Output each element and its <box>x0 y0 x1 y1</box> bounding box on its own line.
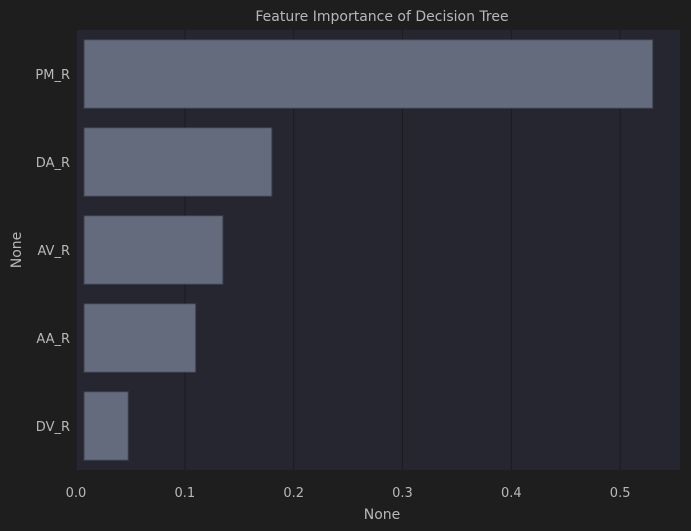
bar-aa-r <box>83 303 197 373</box>
y-tick-label: DA_R <box>36 156 70 171</box>
y-tick-label: PM_R <box>35 68 70 83</box>
bars <box>83 39 654 461</box>
chart-title: Feature Importance of Decision Tree <box>255 9 508 25</box>
x-tick-label: 0.0 <box>66 486 87 501</box>
x-tick-label: 0.3 <box>392 486 413 501</box>
bar-av-r <box>83 215 224 285</box>
y-tick-labels: PM_R DA_R AV_R AA_R DV_R <box>35 68 70 435</box>
x-axis-label: None <box>364 507 401 523</box>
bar-da-r <box>83 127 273 197</box>
x-tick-labels: 0.0 0.1 0.2 0.3 0.4 0.5 <box>66 486 631 501</box>
bar-dv-r <box>83 391 129 461</box>
y-tick-label: DV_R <box>36 420 70 435</box>
x-tick-label: 0.1 <box>174 486 195 501</box>
x-tick-label: 0.2 <box>283 486 304 501</box>
x-tick-label: 0.5 <box>610 486 631 501</box>
y-axis-label: None <box>9 232 25 269</box>
y-tick-label: AA_R <box>36 332 70 347</box>
x-tick-label: 0.4 <box>501 486 522 501</box>
bar-pm-r <box>83 39 654 109</box>
y-tick-label: AV_R <box>38 244 71 259</box>
